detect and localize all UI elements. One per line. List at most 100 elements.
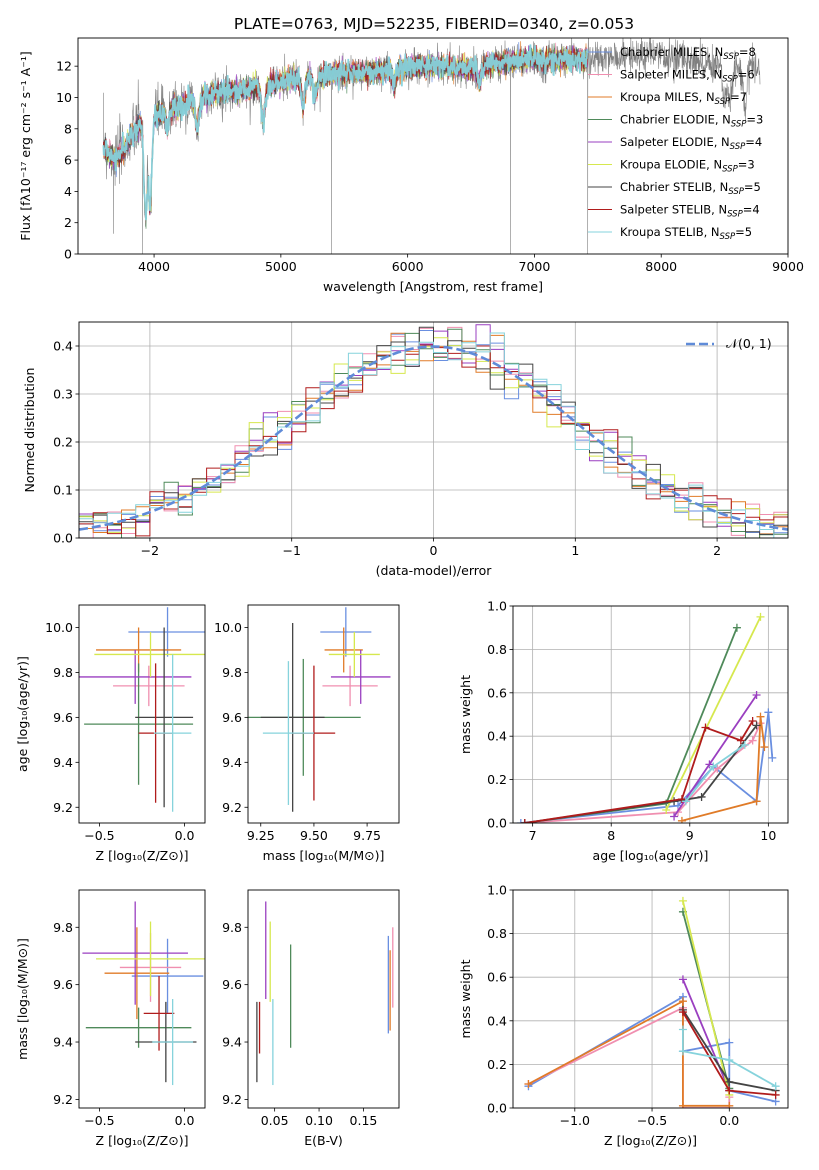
y-axis-label: age [log₁₀(age/yr)] xyxy=(15,656,30,772)
y-tick-label: 9.6 xyxy=(222,977,242,992)
mass-weight-vs-age-panel: 7 8 9 10 0.0 0.2 0.4 0.6 0.8 1.0 age [log₁₀(age/yr… xyxy=(458,599,789,863)
x-tick-label: −1.0 xyxy=(560,1113,590,1128)
x-tick-label: −0.5 xyxy=(637,1113,667,1128)
x-tick-label: 0.0 xyxy=(719,1113,739,1128)
marker-kroupa-miles xyxy=(756,712,765,721)
plot-frame xyxy=(512,889,789,1109)
legend-label: Chabrier MILES, NSSP=8 xyxy=(620,45,756,62)
plot-frame xyxy=(77,37,789,255)
plot-frame xyxy=(512,605,789,824)
plot-frame xyxy=(78,889,206,1109)
marker-kroupa-stelib xyxy=(725,1056,734,1065)
spectrum-panel: 4000 5000 6000 7000 8000 9000 0 2 4 6 8 10 12 wavelen… xyxy=(18,37,804,294)
marker-kroupa-stelib xyxy=(771,1082,780,1091)
massweight-line-kroupa-elodie xyxy=(682,900,731,1096)
x-tick-label: 6000 xyxy=(392,259,424,274)
x-tick-label: 2 xyxy=(713,543,721,558)
marker-kroupa-miles xyxy=(760,743,769,752)
marker-salpeter-stelib xyxy=(701,723,710,732)
massweight-plot-area xyxy=(524,896,780,1108)
age-vs-mass-panel: 9.25 9.50 9.75 9.2 9.4 9.6 9.8 10.0 mass [log₁₀(… xyxy=(214,604,400,863)
y-tick-label: 9.6 xyxy=(222,710,242,725)
x-tick-label: 8000 xyxy=(645,259,677,274)
marker-chabrier-miles xyxy=(768,753,777,762)
model-line-kroupa-stelib xyxy=(102,44,589,221)
y-tick-label: 9.4 xyxy=(222,755,242,770)
marker-salpeter-stelib xyxy=(748,717,757,726)
histogram-plot-area xyxy=(79,324,788,538)
x-tick-label: 5000 xyxy=(265,259,297,274)
y-tick-label: 0.8 xyxy=(487,642,507,657)
histogram-kroupa-stelib xyxy=(79,332,788,538)
marker-chabrier-elodie xyxy=(732,623,741,632)
x-axis-label: Z [log₁₀(Z/Z⊙)] xyxy=(96,1133,189,1148)
x-tick-label: 4000 xyxy=(138,259,170,274)
mass-vs-ebv-panel: 0.05 0.10 0.15 9.2 9.4 9.6 9.8 E(B-V) xyxy=(222,889,400,1148)
y-tick-label: 9.8 xyxy=(222,920,242,935)
x-tick-label: −0.5 xyxy=(84,1113,114,1128)
marker-kroupa-stelib xyxy=(740,740,749,749)
marker-kroupa-miles xyxy=(725,1101,734,1108)
y-tick-label: 0.4 xyxy=(53,339,73,354)
y-tick-label: 2 xyxy=(64,215,72,230)
marker-kroupa-miles xyxy=(524,1080,533,1089)
y-tick-label: 1.0 xyxy=(487,599,507,614)
massweight-line-kroupa-stelib xyxy=(682,1029,777,1087)
spectrum-legend: Chabrier MILES, NSSP=8 Salpeter MILES, NS… xyxy=(588,45,763,242)
massweight-line-salpeter-elodie xyxy=(682,979,731,1091)
x-axis-label: mass [log₁₀(M/M⊙)] xyxy=(263,848,385,863)
marker-salpeter-stelib xyxy=(725,1086,734,1095)
legend-label: Kroupa ELODIE, NSSP=3 xyxy=(620,158,755,175)
mass-vs-metallicity-panel: −0.5 0.0 9.2 9.4 9.6 9.8 Z [log₁₀(Z/Z⊙)] mass [… xyxy=(15,889,206,1148)
x-tick-label: 0 xyxy=(430,543,438,558)
legend-label: Salpeter MILES, NSSP=6 xyxy=(620,68,755,85)
marker-kroupa-stelib xyxy=(709,762,718,771)
y-tick-label: 0.4 xyxy=(487,1013,507,1028)
massweight-plot-area xyxy=(516,612,777,823)
x-tick-label: −2 xyxy=(141,543,159,558)
x-tick-label: 0.0 xyxy=(175,1113,195,1128)
y-tick-label: 9.2 xyxy=(53,1092,73,1107)
massweight-line-salpeter-miles xyxy=(524,722,762,823)
marker-kroupa-miles xyxy=(678,1101,687,1108)
marker-chabrier-stelib xyxy=(752,721,761,730)
x-tick-label: 0.05 xyxy=(261,1113,289,1128)
x-tick-label: 0.15 xyxy=(350,1113,378,1128)
y-tick-label: 1.0 xyxy=(487,883,507,898)
legend-label: Kroupa MILES, NSSP=7 xyxy=(620,90,747,107)
y-tick-label: 10 xyxy=(56,90,72,105)
x-tick-label: 9 xyxy=(686,828,694,843)
y-tick-label: 9.4 xyxy=(53,755,73,770)
y-tick-label: 0.1 xyxy=(53,483,73,498)
x-axis-label: Z [log₁₀(Z/Z⊙)] xyxy=(604,1133,697,1148)
y-tick-label: 0.0 xyxy=(487,1101,507,1116)
y-tick-label: 0.0 xyxy=(487,816,507,831)
x-tick-label: −0.5 xyxy=(84,828,114,843)
y-tick-label: 9.4 xyxy=(53,1035,73,1050)
x-axis-label: Z [log₁₀(Z/Z⊙)] xyxy=(96,848,189,863)
plot-frame xyxy=(247,889,400,1109)
marker-kroupa-stelib xyxy=(681,797,690,806)
marker-kroupa-elodie xyxy=(678,896,687,905)
marker-chabrier-miles xyxy=(516,819,525,823)
legend-label: Salpeter ELODIE, NSSP=4 xyxy=(620,135,762,152)
y-tick-label: 9.2 xyxy=(222,1092,242,1107)
marker-kroupa-stelib xyxy=(678,1025,687,1034)
x-tick-label: 10 xyxy=(760,828,776,843)
errorbar-plot-area xyxy=(79,607,205,812)
massweight-line-kroupa-elodie xyxy=(665,616,762,811)
y-tick-label: 10.0 xyxy=(214,620,242,635)
errorbar-plot-area xyxy=(248,607,391,812)
y-tick-label: 0.3 xyxy=(53,387,73,402)
legend-label: Kroupa STELIB, NSSP=5 xyxy=(620,225,752,242)
x-tick-label: 8 xyxy=(607,828,615,843)
x-tick-label: 7000 xyxy=(519,259,551,274)
x-axis-label: age [log₁₀(age/yr)] xyxy=(593,848,709,863)
y-tick-label: 0.0 xyxy=(53,531,73,546)
marker-salpeter-stelib xyxy=(520,819,529,823)
y-tick-label: 9.8 xyxy=(53,920,73,935)
massweight-line-chabrier-miles xyxy=(520,712,774,823)
x-tick-label: 9.50 xyxy=(300,828,328,843)
y-tick-label: 9.6 xyxy=(53,977,73,992)
spectrum-plot-area xyxy=(102,38,761,254)
